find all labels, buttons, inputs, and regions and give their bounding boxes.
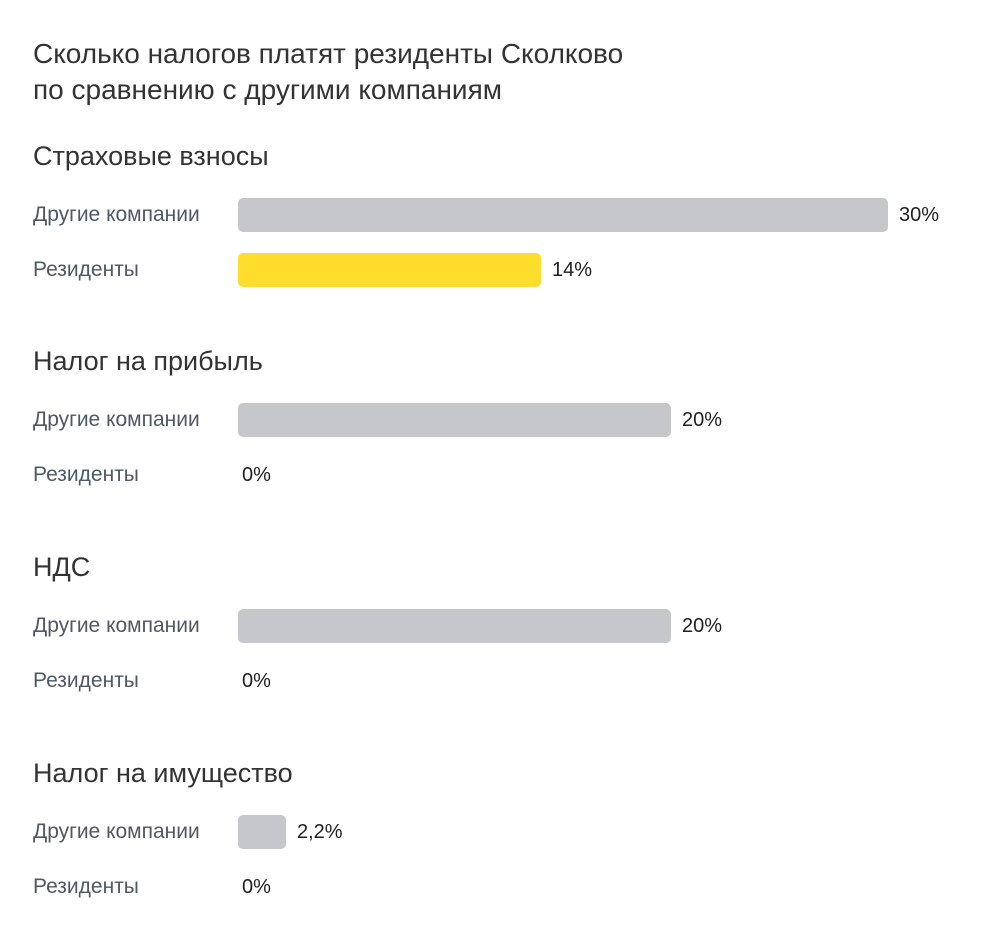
- bar-group: НДС Другие компании 20% Резиденты 0%: [0, 550, 1000, 710]
- category-label: Резиденты: [33, 463, 139, 486]
- bar-row: Другие компании 2,2%: [0, 815, 1000, 849]
- bar-group: Страховые взносы Другие компании 30% Резиде…: [0, 139, 1000, 299]
- category-label: Другие компании: [33, 408, 200, 431]
- category-label: Резиденты: [33, 669, 139, 692]
- bar-other-companies: [238, 609, 671, 643]
- bar-other-companies: [238, 403, 671, 437]
- category-label: Другие компании: [33, 614, 200, 637]
- group-title: Налог на имущество: [33, 758, 293, 788]
- bar-row: Резиденты 0%: [0, 870, 1000, 904]
- group-title: Страховые взносы: [33, 141, 269, 171]
- chart-title-line-1: Сколько налогов платят резиденты Сколков…: [33, 38, 624, 69]
- chart-title: Сколько налогов платят резиденты Сколков…: [33, 36, 623, 108]
- bar-other-companies: [238, 198, 888, 232]
- bar-row: Резиденты 0%: [0, 664, 1000, 698]
- chart-title-line-2: по сравнению с другими компаниям: [33, 74, 502, 105]
- value-label: 14%: [552, 259, 593, 281]
- value-label: 20%: [682, 615, 723, 637]
- value-label: 0%: [242, 876, 271, 898]
- value-label: 2,2%: [297, 821, 343, 843]
- category-label: Резиденты: [33, 258, 139, 281]
- value-label: 0%: [242, 670, 271, 692]
- bar-residents: [238, 253, 541, 287]
- category-label: Другие компании: [33, 820, 200, 843]
- category-label: Другие компании: [33, 203, 200, 226]
- bar-group: Налог на прибыль Другие компании 20% Резиде…: [0, 344, 1000, 504]
- bar-row: Резиденты 0%: [0, 458, 1000, 492]
- value-label: 0%: [242, 464, 271, 486]
- group-title: НДС: [33, 552, 91, 582]
- group-title: Налог на прибыль: [33, 346, 263, 376]
- bar-other-companies: [238, 815, 286, 849]
- category-label: Резиденты: [33, 875, 139, 898]
- bar-group: Налог на имущество Другие компании 2,2% Рез…: [0, 756, 1000, 916]
- value-label: 30%: [899, 204, 940, 226]
- bar-row: Резиденты 14%: [0, 253, 1000, 287]
- value-label: 20%: [682, 409, 723, 431]
- bar-row: Другие компании 20%: [0, 609, 1000, 643]
- bar-row: Другие компании 30%: [0, 198, 1000, 232]
- bar-row: Другие компании 20%: [0, 403, 1000, 437]
